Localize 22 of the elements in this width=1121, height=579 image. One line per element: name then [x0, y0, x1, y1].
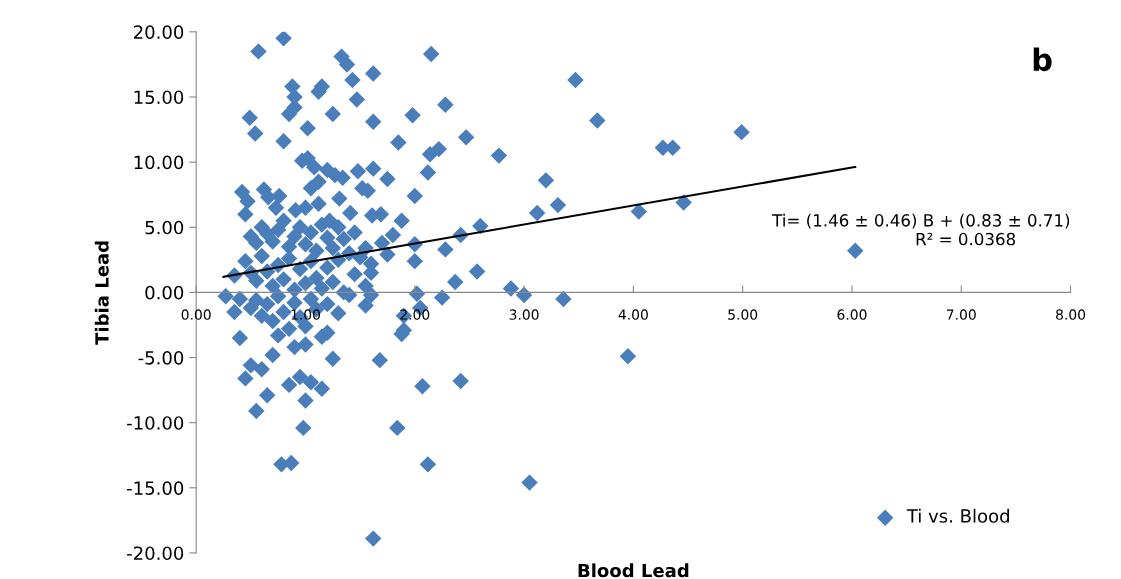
- x-axis-title: Blood Lead: [578, 563, 689, 578]
- x-tick-label: 7.00: [946, 309, 976, 320]
- y-tick-label: -10.00: [127, 416, 184, 430]
- y-tick-label: -20.00: [127, 546, 184, 561]
- y-tick-label: -5.00: [138, 350, 184, 365]
- x-tick-label: 3.00: [509, 309, 539, 320]
- annotation: Ti= (1.46 ± 0.46) B + (0.83 ± 0.71): [772, 213, 1070, 229]
- annotation: b: [1033, 47, 1052, 72]
- y-tick-label: 5.00: [145, 220, 184, 235]
- legend-label: Ti vs. Blood: [906, 508, 1009, 523]
- y-axis-title: Tibia Lead: [94, 241, 109, 345]
- y-tick-label: 0.00: [145, 285, 184, 300]
- x-tick-label: 6.00: [837, 309, 867, 320]
- x-tick-label: 4.00: [618, 309, 648, 320]
- x-tick-label: 5.00: [728, 309, 758, 320]
- annotation: R² = 0.0368: [916, 232, 1016, 246]
- y-tick-label: 20.00: [134, 25, 184, 39]
- y-tick-label: 10.00: [134, 155, 184, 170]
- x-tick-label: 0.00: [181, 309, 211, 320]
- x-tick-label: 8.00: [1056, 309, 1086, 320]
- y-tick-label: -15.00: [127, 481, 184, 495]
- y-tick-label: 15.00: [134, 90, 184, 105]
